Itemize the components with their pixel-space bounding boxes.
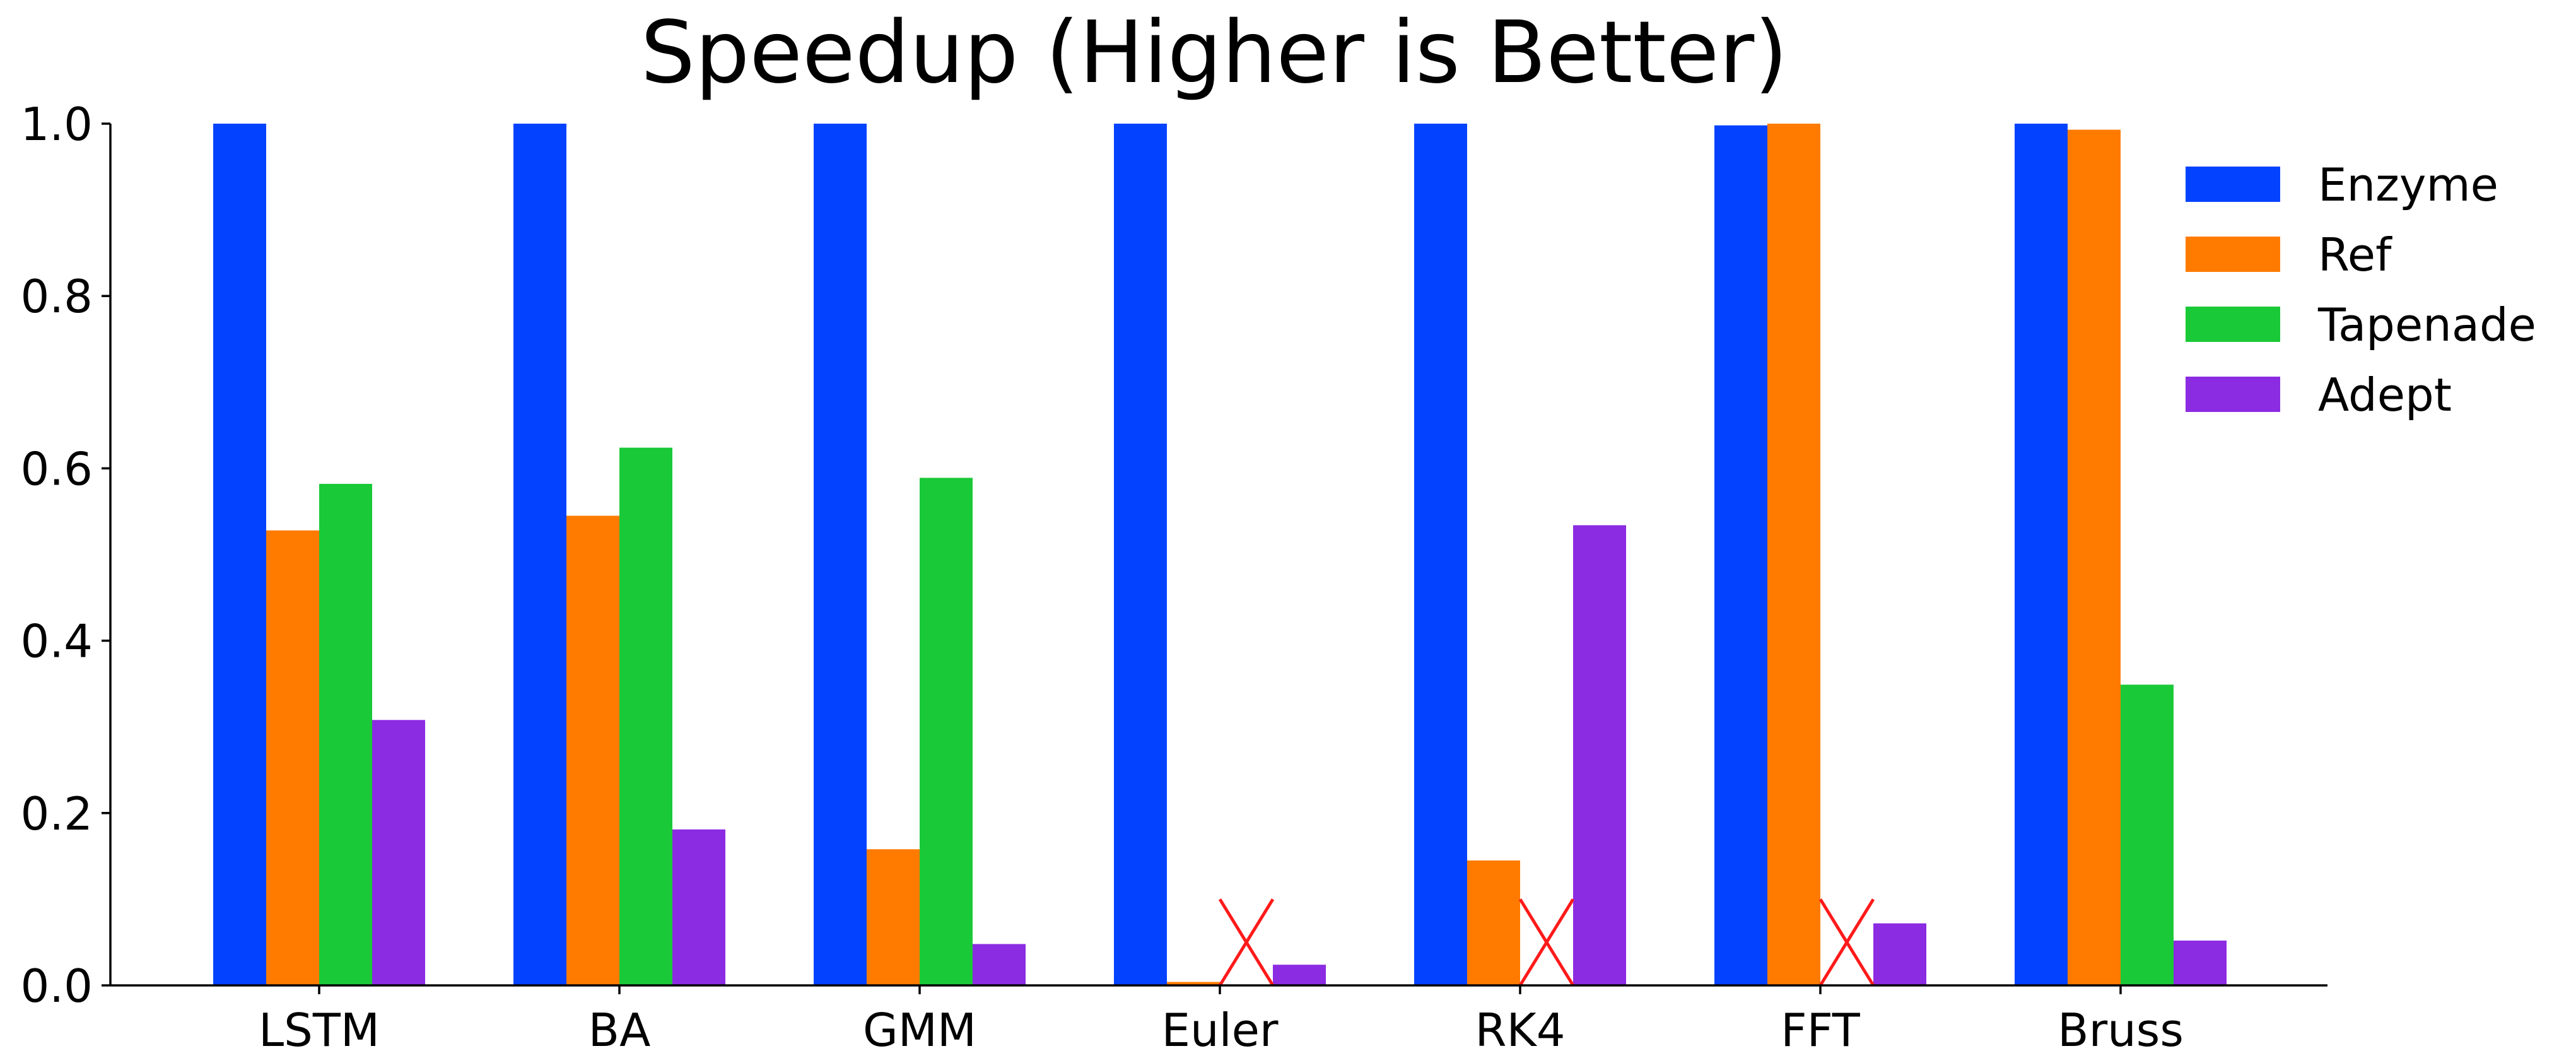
legend-swatch-adept [2186,377,2280,412]
bar-enzyme-bruss [2015,124,2068,985]
bar-tapenade-lstm [319,483,372,985]
bar-ref-fft [1767,124,1820,985]
bar-tapenade-gmm [920,478,973,985]
y-tick-label: 0.0 [20,960,93,1013]
unsupported-stroke [1518,898,1575,987]
y-axis: 0.0 0.2 0.4 0.6 0.8 1.0 [20,98,112,1013]
bar-adept-lstm [372,720,425,985]
unsupported-marker-euler [1218,898,1275,987]
legend-swatch-tapenade [2186,307,2280,342]
y-tick-label: 0.8 [20,270,93,323]
legend-label-tapenade: Tapenade [2317,298,2536,351]
bar-enzyme-rk4 [1414,124,1467,985]
y-tick-label: 0.6 [20,442,93,495]
legend-label-ref: Ref [2318,228,2392,281]
bar-adept-rk4 [1573,525,1626,985]
bar-enzyme-ba [513,124,566,985]
bar-adept-bruss [2174,940,2227,985]
unsupported-marker-rk4 [1518,898,1575,987]
legend: Enzyme Ref Tapenade Adept [2186,158,2536,421]
legend-swatch-enzyme [2186,167,2280,202]
chart-title: Speedup (Higher is Better) [641,3,1788,103]
bar-adept-fft [1873,923,1926,985]
x-tick-label: GMM [863,1004,976,1057]
x-tick-label: LSTM [259,1004,380,1057]
x-tick-label: RK4 [1475,1004,1565,1057]
bar-ref-rk4 [1467,860,1520,985]
bar-ref-gmm [867,849,920,985]
unsupported-markers-group [1218,898,1875,987]
x-tick-label: Bruss [2058,1004,2184,1057]
unsupported-stroke [1818,898,1875,987]
bars-group [213,124,2227,986]
bar-adept-gmm [973,944,1026,985]
legend-label-enzyme: Enzyme [2318,158,2498,211]
x-tick-label: Euler [1161,1004,1278,1057]
bar-ref-euler [1167,982,1220,985]
bar-ref-lstm [266,530,319,985]
bar-tapenade-bruss [2121,684,2174,985]
x-tick-label: BA [588,1004,651,1057]
legend-swatch-ref [2186,237,2280,272]
y-tick-label: 0.2 [20,787,93,840]
bar-enzyme-lstm [213,124,266,985]
unsupported-stroke [1218,898,1275,987]
bar-adept-euler [1273,965,1326,985]
y-tick-label: 1.0 [20,98,93,151]
y-tick-label: 0.4 [20,615,93,668]
unsupported-marker-fft [1818,898,1875,987]
bar-enzyme-fft [1714,125,1767,986]
x-tick-label: FFT [1781,1004,1861,1057]
bar-ref-ba [566,515,619,985]
bar-enzyme-euler [1114,124,1167,985]
legend-label-adept: Adept [2318,368,2452,421]
bar-adept-ba [672,829,725,985]
bar-enzyme-gmm [814,124,867,985]
bar-ref-bruss [2068,129,2121,985]
x-axis: LSTM BA GMM Euler RK4 FFT Bruss [110,984,2327,1057]
bar-tapenade-ba [619,447,672,985]
